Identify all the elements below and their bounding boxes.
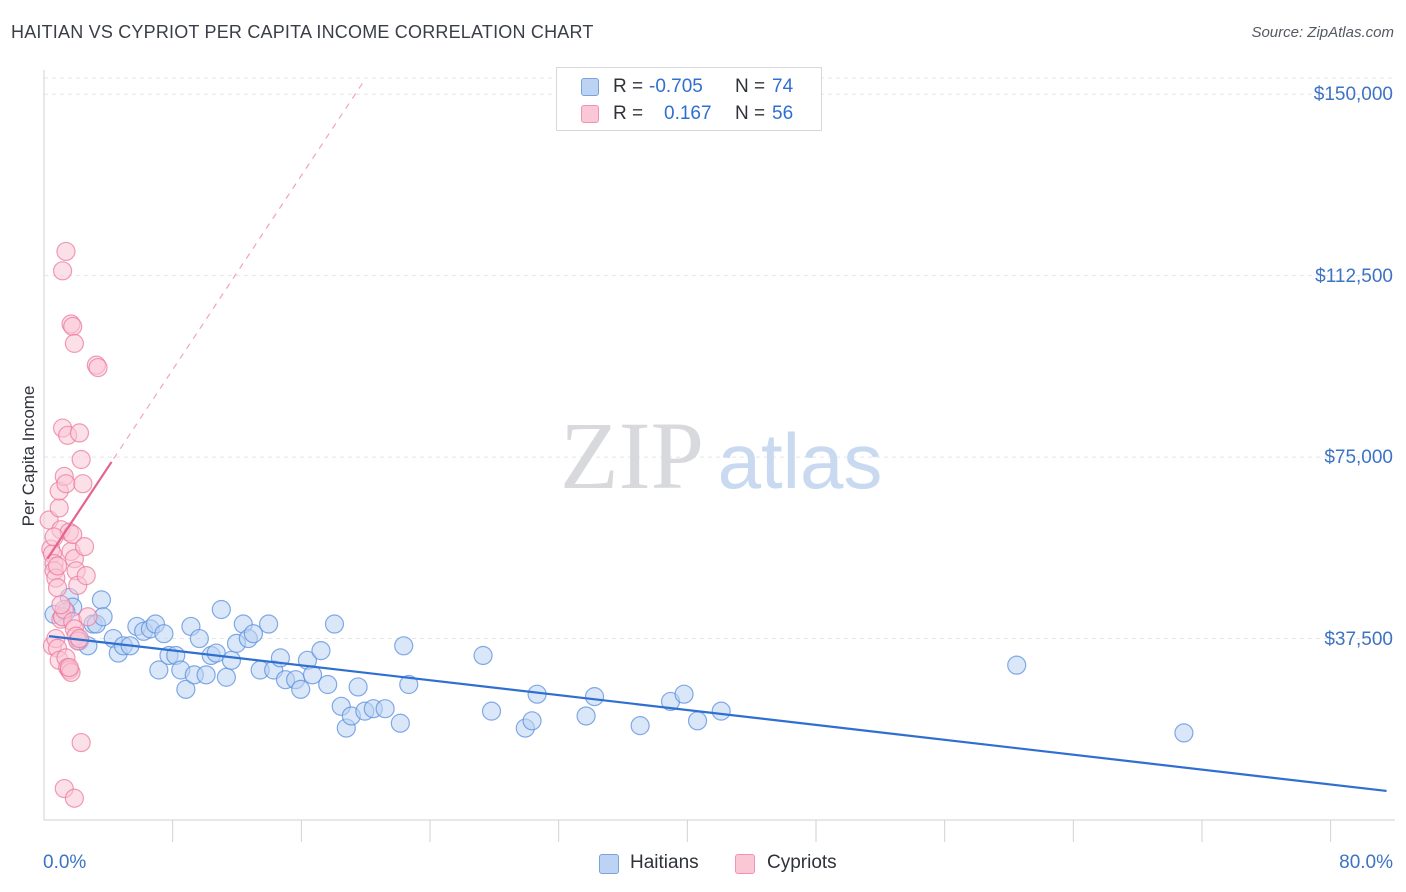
legend-row-haitians: R = -0.705 N = 74: [557, 74, 821, 100]
cypriots-point-54: [51, 595, 71, 615]
haitians-point-19: [154, 624, 174, 644]
x-tick-min: 0.0%: [43, 852, 87, 873]
n-value: 74: [772, 76, 794, 97]
cypriots-swatch: [581, 105, 599, 123]
source-label: Source: ZipAtlas.com: [1251, 24, 1394, 41]
trend-lines: [46, 79, 1387, 793]
cypriots-point-29: [64, 333, 84, 353]
haitians-point-62: [522, 711, 542, 731]
cypriots-point-49: [71, 732, 91, 753]
haitians-point-47: [318, 674, 338, 695]
haitians-point-36: [243, 624, 264, 644]
legend-haitians-label: Haitians: [630, 852, 699, 873]
cypriots-point-28: [63, 316, 83, 337]
haitians-point-27: [196, 665, 216, 685]
gridlines: [44, 77, 1395, 640]
haitians-point-68: [674, 684, 694, 704]
haitians-point-43: [291, 679, 311, 699]
cypriots-point-24: [76, 566, 96, 586]
cypriots-trend-line: [46, 461, 113, 560]
haitians-point-65: [584, 687, 605, 707]
chart-title: HAITIAN VS CYPRIOT PER CAPITA INCOME COR…: [11, 22, 594, 42]
haitians-point-70: [711, 701, 731, 721]
haitians-point-32: [221, 650, 242, 670]
y-tick-label-2: $112,500: [1315, 265, 1393, 287]
haitians-point-46: [311, 641, 331, 661]
cypriots-point-23: [74, 537, 95, 557]
r-value: 0.167: [664, 103, 712, 124]
haitians-point-64: [576, 706, 596, 726]
haitians-swatch: [581, 78, 599, 96]
legend-haitians-swatch: [599, 854, 619, 874]
haitians-point-23: [176, 679, 196, 699]
haitians-point-72: [1174, 723, 1194, 743]
cypriots-point-21: [71, 449, 91, 470]
y-tick-label-0: $37,500: [1324, 628, 1393, 650]
r-label: R =: [613, 76, 644, 97]
y-axis-label: Per Capita Income: [19, 385, 38, 527]
haitians-point-38: [259, 614, 279, 634]
haitians-point-59: [473, 645, 493, 666]
haitians-point-18: [149, 660, 169, 680]
haitians-point-26: [189, 628, 209, 649]
cypriots-point-51: [64, 788, 84, 808]
cypriots-point-25: [52, 261, 73, 281]
haitians-point-52: [348, 677, 368, 697]
haitians-point-55: [375, 699, 395, 719]
cypriots-point-52: [44, 527, 64, 547]
haitians-point-60: [481, 701, 502, 721]
watermark: ZIP atlas: [560, 402, 882, 509]
legend-cypriots-swatch: [735, 854, 755, 874]
stats-legend: R = -0.705 N = 74 R = 0.167 N = 56: [556, 67, 822, 131]
y-tick-label-3: $150,000: [1313, 84, 1393, 106]
cypriots-point-12: [56, 474, 76, 494]
cypriots-point-55: [78, 607, 98, 627]
cypriots-point-47: [59, 657, 79, 678]
n-label: N =: [735, 103, 766, 124]
haitians-point-57: [394, 636, 414, 656]
haitians-point-56: [390, 713, 410, 733]
haitians-point-66: [630, 716, 650, 736]
cypriots-point-7: [49, 498, 69, 518]
haitians-point-31: [216, 667, 236, 687]
watermark-zip: ZIP: [560, 402, 704, 509]
cypriots-point-53: [47, 556, 68, 576]
haitians-point-71: [1007, 655, 1027, 675]
cypriots-point-31: [88, 357, 108, 378]
cypriots-point-20: [69, 423, 90, 443]
r-value: -0.705: [649, 76, 703, 97]
cypriots-point-6: [47, 578, 68, 598]
n-label: N =: [735, 76, 766, 97]
x-tick-max: 80.0%: [1339, 852, 1393, 873]
cypriots-point-22: [73, 474, 93, 494]
data-points: [39, 241, 1194, 808]
haitians-point-8: [91, 590, 112, 610]
legend-row-cypriots: R = 0.167 N = 56: [557, 101, 821, 127]
haitians-point-58: [399, 674, 419, 695]
r-label: R =: [613, 103, 644, 124]
n-value: 56: [772, 103, 794, 124]
legend-cypriots-label: Cypriots: [767, 852, 837, 873]
cypriots-point-26: [56, 241, 76, 262]
haitians-point-69: [687, 711, 708, 731]
watermark-atlas: atlas: [718, 417, 883, 505]
haitians-point-30: [211, 599, 231, 620]
axes: [43, 70, 1395, 842]
haitians-point-48: [324, 614, 345, 634]
haitians-trend-line: [48, 635, 1387, 793]
y-tick-label-1: $75,000: [1324, 447, 1393, 469]
